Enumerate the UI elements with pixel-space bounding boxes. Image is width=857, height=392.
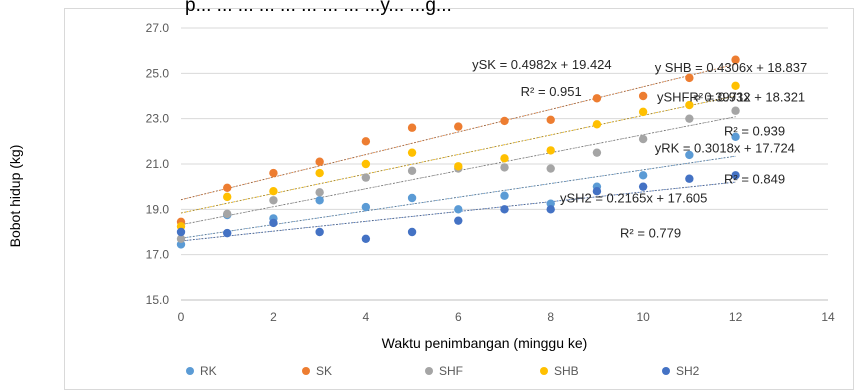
equation-label: ySHF = 0.3971x + 18.321 (657, 90, 805, 105)
chart-area: p... ... ... ... ... ... ... ... ...y...… (64, 0, 854, 390)
data-point (638, 134, 648, 144)
data-point (315, 196, 324, 205)
x-tick-label: 2 (270, 310, 277, 324)
data-point (546, 115, 555, 125)
equation-label: yRK = 0.3018x + 17.724 (655, 141, 795, 156)
y-tick-label: 27.0 (146, 21, 170, 35)
data-point (638, 182, 648, 191)
data-point (731, 81, 740, 91)
data-point (315, 168, 324, 178)
data-point (315, 157, 324, 166)
data-point (454, 122, 463, 131)
data-point (500, 191, 509, 200)
trendline-dash (180, 63, 736, 201)
data-point (223, 209, 232, 219)
data-point (546, 205, 555, 214)
data-point (361, 173, 371, 182)
trendline-dash (180, 181, 736, 242)
legend-marker (425, 367, 433, 375)
data-point (269, 168, 278, 178)
data-point (685, 150, 694, 160)
data-point (546, 164, 555, 173)
data-point (407, 227, 417, 237)
legend-label: SK (316, 364, 332, 378)
y-tick-label: 21.0 (146, 157, 170, 171)
equation-label: R² = 0.939 (724, 124, 785, 139)
y-tick-label: 19.0 (146, 202, 170, 216)
data-point (269, 218, 278, 228)
data-point (500, 205, 509, 214)
data-point (500, 116, 509, 126)
data-point (269, 196, 278, 205)
data-point (638, 91, 648, 101)
data-point (592, 187, 602, 196)
data-point (315, 188, 324, 197)
legend-label: RK (200, 364, 217, 378)
data-point (731, 171, 740, 180)
data-point (685, 73, 694, 83)
x-tick-label: 8 (547, 310, 554, 324)
data-point (592, 148, 602, 157)
legend-marker (540, 367, 548, 375)
data-point (269, 187, 278, 196)
data-point (407, 166, 417, 175)
legend-label: SH2 (676, 364, 700, 378)
equation-label: R² = 0.951 (521, 84, 582, 99)
data-point (500, 154, 509, 163)
data-point (500, 163, 509, 172)
data-point (638, 171, 648, 180)
y-tick-label: 17.0 (146, 248, 170, 262)
legend-marker (302, 367, 310, 375)
data-point (592, 120, 602, 129)
data-point (454, 216, 463, 225)
data-point (685, 100, 694, 110)
y-tick-label: 15.0 (146, 293, 170, 307)
x-tick-label: 0 (178, 310, 185, 324)
legend-label: SHB (554, 364, 579, 378)
legend-marker (186, 367, 194, 375)
data-point (685, 114, 694, 123)
data-point (731, 132, 740, 141)
data-point (592, 94, 602, 103)
x-tick-label: 12 (729, 310, 743, 324)
x-axis-title: Waktu penimbangan (minggu ke) (382, 335, 588, 351)
y-tick-label: 23.0 (146, 112, 170, 126)
x-tick-label: 14 (821, 310, 835, 324)
data-point (361, 234, 371, 243)
x-tick-label: 6 (455, 310, 462, 324)
data-point (546, 146, 555, 155)
legend-marker (662, 367, 670, 375)
data-point (315, 227, 324, 237)
data-point (454, 205, 463, 214)
data-point (361, 202, 371, 212)
data-point (407, 193, 417, 203)
x-tick-label: 4 (363, 310, 370, 324)
data-point (407, 148, 417, 157)
legend-label: SHF (439, 364, 463, 378)
data-point (361, 159, 371, 169)
equation-label: ySK = 0.4982x + 19.424 (472, 57, 612, 72)
data-point (685, 174, 694, 183)
equation-label: ySH2 = 0.2165x + 17.605 (560, 191, 707, 206)
data-point (176, 227, 186, 237)
data-point (731, 55, 740, 64)
equation-label: R² = 0.849 (724, 171, 785, 186)
data-point (638, 107, 648, 117)
data-point (223, 228, 232, 238)
data-point (731, 106, 740, 115)
y-tick-label: 25.0 (146, 66, 170, 80)
data-point (223, 183, 232, 192)
data-point (176, 234, 186, 243)
data-point (361, 137, 371, 146)
x-tick-label: 10 (636, 310, 650, 324)
data-point (223, 192, 232, 202)
data-point (454, 162, 463, 171)
equation-label: R² = 0.932 (689, 90, 750, 105)
data-point (407, 123, 417, 132)
equation-label: R² = 0.779 (620, 226, 681, 241)
chart-top-text: p... ... ... ... ... ... ... ... ...y...… (185, 0, 452, 16)
equation-label: y SHB = 0.4306x + 18.837 (655, 60, 808, 75)
